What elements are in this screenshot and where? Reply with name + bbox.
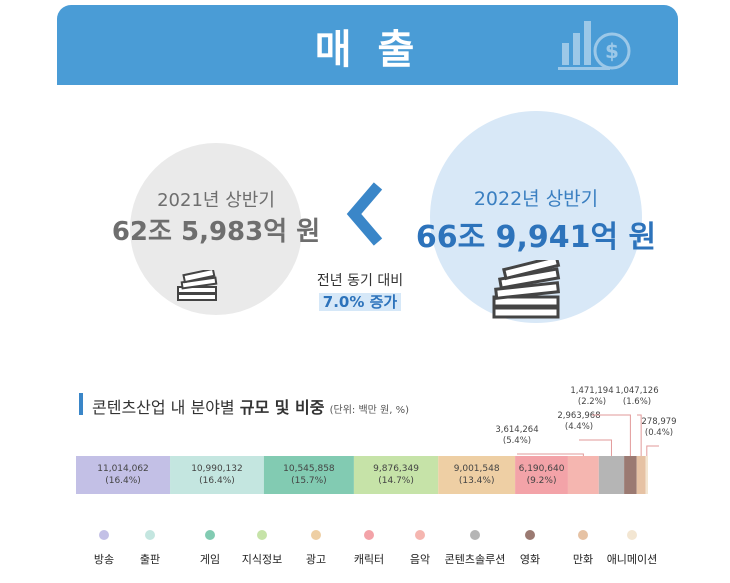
change-value-text: 7.0% 증가 [318, 293, 402, 311]
legend-swatch-출판 [145, 530, 155, 540]
bar-segment-지식정보 [353, 456, 439, 494]
value-label-만화: 1,047,126 [615, 386, 658, 396]
legend-swatch-만화 [578, 530, 588, 540]
bar-segment-캐릭터 [515, 456, 568, 494]
legend-label-애니메이션: 애니메이션 [606, 553, 658, 566]
change-value: 7.0% 증가 [300, 291, 420, 312]
section-unit: (단위: 백만 원, %) [329, 405, 409, 416]
period-2021-value: 62조 5,983억 원 [111, 217, 321, 247]
value-label-방송: 11,014,062 [97, 464, 149, 474]
percent-label-광고: (13.4%) [459, 476, 495, 486]
legend-label-광고: 광고 [305, 553, 327, 566]
legend-label-출판: 출판 [139, 553, 161, 566]
callout-line-애니메이션 [646, 445, 659, 456]
revenue-chart-icon: $ [558, 21, 631, 70]
header-banner: 매 출 $ [57, 5, 678, 85]
value-label-출판: 10,990,132 [191, 464, 243, 474]
value-label-영화: 1,471,194 [570, 386, 613, 396]
legend-label-콘텐츠솔루션: 콘텐츠솔루션 [444, 553, 506, 566]
legend-swatch-영화 [525, 530, 535, 540]
bar-segment-출판 [170, 456, 264, 494]
callout-line-영화 [592, 414, 631, 456]
legend-swatch-음악 [415, 530, 425, 540]
legend-label-만화: 만화 [572, 553, 594, 566]
bar-segment-만화 [636, 456, 646, 494]
percent-label-지식정보: (14.7%) [378, 476, 414, 486]
callout-line-만화 [637, 414, 642, 456]
legend-label-방송: 방송 [93, 553, 115, 566]
section-title: 콘텐츠산업 내 분야별 규모 및 비중 (단위: 백만 원, %) [92, 394, 409, 418]
callout-line-콘텐츠솔루션 [579, 439, 612, 456]
percent-label-만화: (1.6%) [623, 397, 651, 407]
period-2021-label: 2021년 상반기 [157, 190, 275, 211]
chevron-left-icon [346, 182, 383, 246]
legend-swatch-캐릭터 [364, 530, 374, 540]
legend-swatch-게임 [205, 530, 215, 540]
percent-label-출판: (16.4%) [199, 476, 235, 486]
section-marker [79, 393, 83, 415]
value-label-콘텐츠솔루션: 2,963,968 [557, 411, 600, 421]
money-stack-icon [177, 270, 218, 301]
bar-segment-음악 [567, 456, 599, 494]
legend-swatch-콘텐츠솔루션 [470, 530, 480, 540]
bar-segment-광고 [438, 456, 516, 494]
value-label-광고: 9,001,548 [454, 464, 500, 474]
legend-label-영화: 영화 [519, 553, 541, 566]
legend-swatch-애니메이션 [627, 530, 637, 540]
money-stack-large-icon [492, 260, 561, 319]
bar-segment-콘텐츠솔루션 [598, 456, 625, 494]
value-label-지식정보: 9,876,349 [373, 464, 419, 474]
percent-label-캐릭터: (9.2%) [527, 476, 557, 486]
legend-swatch-방송 [99, 530, 109, 540]
bar-segment-애니메이션 [645, 456, 648, 494]
svg-text:$: $ [605, 39, 619, 63]
percent-label-애니메이션: (0.4%) [645, 428, 673, 438]
legend-label-게임: 게임 [199, 553, 221, 566]
callout-line-음악 [517, 453, 584, 456]
percent-label-방송: (16.4%) [105, 476, 141, 486]
legend-label-캐릭터: 캐릭터 [353, 553, 385, 566]
percent-label-음악: (5.4%) [503, 436, 531, 446]
value-label-게임: 10,545,858 [283, 464, 335, 474]
legend-label-음악: 음악 [409, 553, 431, 566]
legend-swatch-광고 [311, 530, 321, 540]
percent-label-콘텐츠솔루션: (4.4%) [565, 422, 593, 432]
legend-swatch-지식정보 [257, 530, 267, 540]
value-label-캐릭터: 6,190,640 [519, 464, 565, 474]
legend-label-지식정보: 지식정보 [241, 553, 283, 566]
bar-segment-게임 [263, 456, 354, 494]
bar-segment-방송 [76, 456, 171, 494]
page-title: 매 출 [314, 27, 421, 73]
section-title-regular: 콘텐츠산업 내 분야별 [92, 398, 240, 417]
change-label: 전년 동기 대비 [316, 273, 404, 289]
period-2022-label: 2022년 상반기 [473, 188, 599, 210]
bar-segment-영화 [624, 456, 637, 494]
period-2022-value: 66조 9,941억 원 [415, 220, 657, 255]
percent-label-영화: (2.2%) [578, 397, 606, 407]
percent-label-게임: (15.7%) [291, 476, 327, 486]
section-title-bold: 규모 및 비중 [239, 398, 325, 417]
value-label-애니메이션: 278,979 [641, 417, 676, 427]
value-label-음악: 3,614,264 [495, 425, 538, 435]
